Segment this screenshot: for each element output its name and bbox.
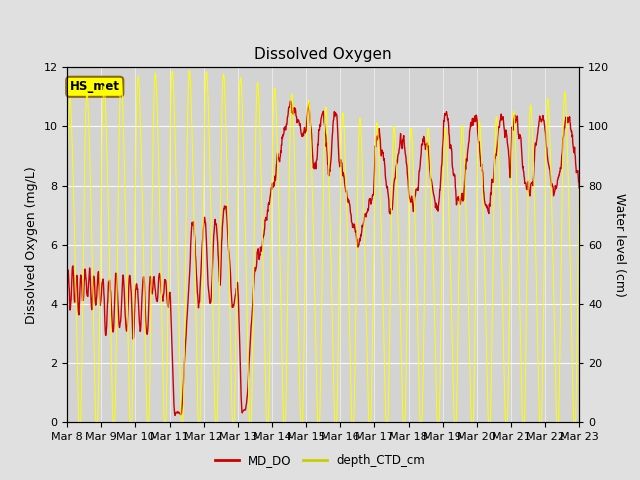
Y-axis label: Water level (cm): Water level (cm) xyxy=(613,193,626,297)
Text: HS_met: HS_met xyxy=(70,80,120,93)
Y-axis label: Dissolved Oxygen (mg/L): Dissolved Oxygen (mg/L) xyxy=(25,166,38,324)
Legend: MD_DO, depth_CTD_cm: MD_DO, depth_CTD_cm xyxy=(210,449,430,472)
Title: Dissolved Oxygen: Dissolved Oxygen xyxy=(254,47,392,62)
